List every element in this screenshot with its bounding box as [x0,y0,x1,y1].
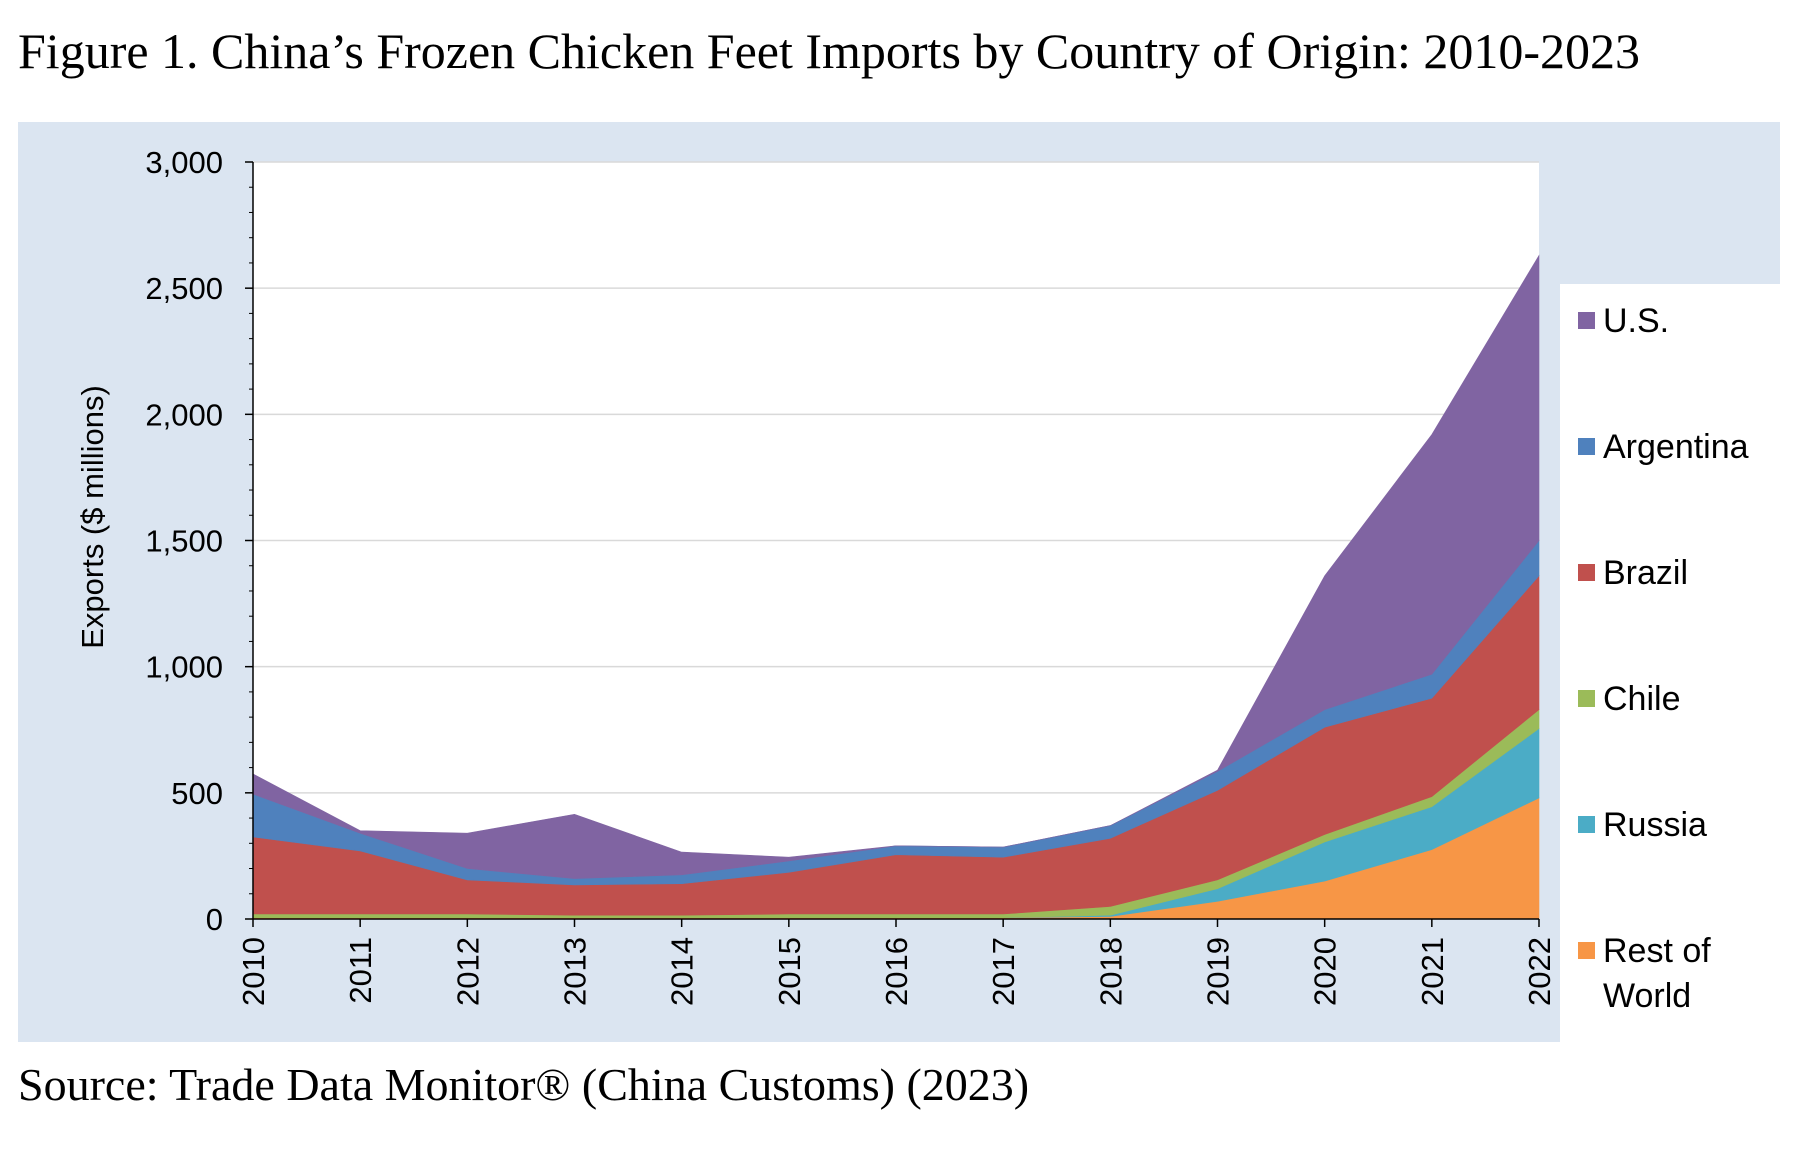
y-axis-ticks: 0 500 1,000 1,500 2,000 2,500 3,000 [145,145,253,937]
legend: U.S. Argentina Brazil Chile Russia Rest of Wor… [1560,284,1782,1042]
legend-label: U.S. [1603,302,1670,340]
legend-item-rest-of-world: Rest of World [1578,929,1773,1019]
x-tick-label: 2010 [236,937,271,1006]
legend-item-chile: Chile [1578,677,1773,722]
y-tick-label: 2,000 [145,397,223,432]
legend-item-u-s: U.S. [1578,299,1773,344]
legend-swatch [1578,816,1595,833]
chart-panel: 0 500 1,000 1,500 2,000 2,500 3,000 2010 2011 20… [18,122,1782,1042]
legend-swatch [1578,438,1595,455]
y-tick-label: 500 [171,776,223,811]
legend-swatch [1578,942,1595,959]
y-tick-label: 0 [206,902,223,937]
x-tick-label: 2019 [1201,937,1236,1006]
y-tick-label: 1,000 [145,650,223,685]
y-tick-label: 2,500 [145,271,223,306]
x-tick-label: 2018 [1093,937,1128,1006]
x-tick-label: 2020 [1308,937,1343,1006]
x-tick-label: 2013 [558,937,593,1006]
x-tick-label: 2021 [1415,937,1450,1006]
legend-label: Russia [1603,806,1707,844]
legend-label: Argentina [1603,428,1749,466]
x-tick-label: 2014 [665,937,700,1006]
figure-title: Figure 1. China’s Frozen Chicken Feet Im… [18,23,1641,79]
x-tick-label: 2016 [879,937,914,1006]
legend-swatch [1578,312,1595,329]
legend-label: Rest of World [1603,932,1711,1015]
y-tick-label: 3,000 [145,145,223,180]
x-tick-label: 2022 [1522,937,1557,1006]
legend-label: Chile [1603,680,1681,718]
legend-item-argentina: Argentina [1578,425,1773,470]
legend-item-brazil: Brazil [1578,551,1773,596]
x-tick-label: 2017 [986,937,1021,1006]
y-tick-label: 1,500 [145,524,223,559]
x-tick-label: 2011 [343,937,378,1004]
gridlines [253,161,1539,794]
legend-swatch [1578,564,1595,581]
y-axis-title: Exports ($ millions) [75,385,110,649]
x-axis-ticks: 2010 2011 2012 2013 2014 2015 2016 2017 2018 2019… [236,919,1557,1006]
x-tick-label: 2012 [450,937,485,1006]
legend-item-russia: Russia [1578,803,1773,848]
legend-label: Brazil [1603,554,1689,592]
source-note: Source: Trade Data Monitor® (China Custo… [18,1059,1030,1110]
legend-swatch [1578,690,1595,707]
x-tick-label: 2015 [772,937,807,1006]
area-u-s [252,254,1540,879]
